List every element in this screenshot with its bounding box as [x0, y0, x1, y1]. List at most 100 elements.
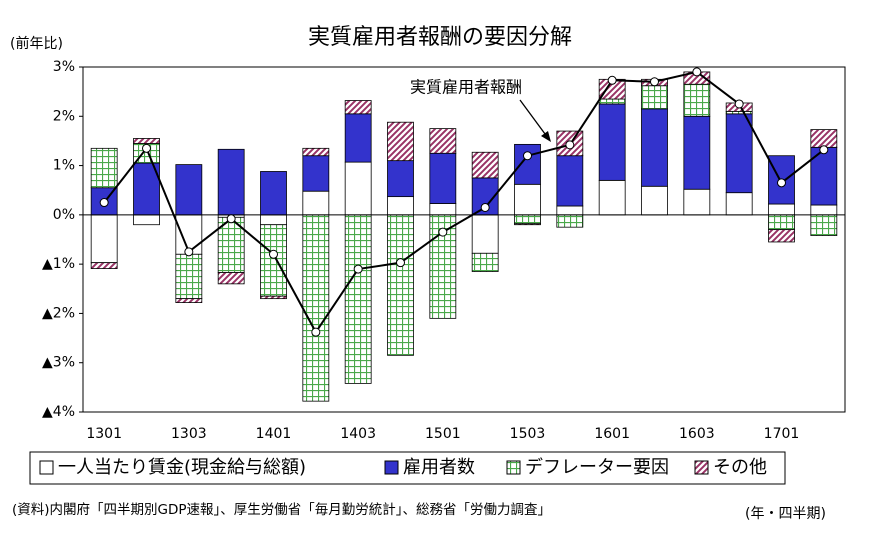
bar-segment — [471, 151, 499, 179]
bar-segment — [175, 253, 203, 300]
line-marker — [607, 75, 617, 85]
line-marker — [692, 67, 702, 77]
bar-segment — [260, 214, 287, 226]
legend-swatch — [384, 460, 399, 475]
line-marker — [523, 151, 532, 161]
line-marker — [777, 178, 786, 188]
bar-segment — [471, 214, 499, 254]
line-marker — [734, 99, 744, 109]
bar-segment — [768, 229, 795, 243]
bar-segment — [641, 185, 668, 216]
x-tick-label: 1701 — [764, 426, 800, 442]
y-tick-label: 2% — [53, 108, 75, 124]
annotation: 実質雇用者報酬 — [410, 78, 522, 97]
legend-swatch — [694, 460, 709, 475]
bar-segment — [725, 192, 753, 216]
legend-box — [29, 451, 786, 485]
bar-segment — [810, 129, 838, 148]
bar-segment — [90, 147, 118, 189]
bar-segment — [260, 295, 287, 300]
chart-title: 実質雇用者報酬の要因分解 — [308, 25, 572, 50]
bar-segment — [387, 160, 414, 198]
bar-segment — [217, 272, 245, 285]
x-tick-label: 1503 — [510, 426, 546, 442]
bar-segment — [344, 161, 372, 216]
x-tick-label: 1403 — [340, 426, 376, 442]
annotation-arrowhead — [541, 131, 551, 142]
line-marker — [311, 327, 321, 337]
bar-segment — [133, 138, 160, 144]
bar-segment — [598, 179, 626, 216]
bar-segment — [260, 171, 287, 216]
y-tick-label: ▲3% — [42, 355, 75, 371]
bar-segment — [429, 128, 457, 154]
bar-segment — [683, 83, 711, 117]
x-tick-label: 1501 — [425, 426, 461, 442]
x-tick-label: 1601 — [594, 426, 630, 442]
bar-segment — [514, 143, 541, 185]
bar-segment — [598, 98, 626, 105]
bar-segment — [471, 252, 499, 272]
bar-segment — [725, 113, 753, 194]
bar-segment — [302, 155, 330, 192]
bar-segment — [768, 203, 795, 216]
bar-segment — [810, 214, 838, 236]
line-marker — [480, 202, 490, 212]
bar-segment — [302, 147, 330, 157]
x-tick-label: 1303 — [171, 426, 207, 442]
bar-segment — [90, 262, 118, 269]
bar-segment — [514, 183, 541, 216]
x-tick-label: 1603 — [679, 426, 715, 442]
bar-segment — [683, 188, 711, 216]
bar-segment — [598, 103, 626, 181]
bar-segment — [302, 214, 330, 402]
line-marker — [142, 143, 151, 153]
line-marker — [650, 77, 659, 87]
legend-swatch — [506, 460, 521, 475]
y-tick-label: 1% — [53, 158, 75, 174]
bar-segment — [90, 214, 118, 264]
line-marker — [819, 145, 829, 155]
y-tick-label: ▲1% — [42, 256, 75, 272]
bar-segment — [133, 214, 160, 226]
bar-segment — [641, 85, 668, 110]
bar-segment — [556, 214, 584, 228]
bar-segment — [302, 190, 330, 216]
bar-segment — [429, 203, 457, 216]
y-tick-label: ▲2% — [42, 305, 75, 321]
bar-segment — [683, 115, 711, 190]
x-tick-label: 1401 — [256, 426, 292, 442]
y-tick-label: ▲4% — [42, 404, 75, 420]
legend-swatch — [39, 460, 54, 475]
x-tick-label: 1301 — [86, 426, 122, 442]
bar-segment — [768, 214, 795, 231]
bar-segment — [556, 155, 584, 207]
source: (資料)内閣府「四半期別GDP速報」、厚生労働省「毎月勤労統計」、総務省「労働力… — [12, 502, 551, 518]
bar-segment — [175, 164, 203, 216]
y-tick-label: 3% — [53, 59, 75, 75]
line-marker — [226, 214, 236, 224]
bar-segment — [514, 223, 541, 226]
legend-label: その他 — [713, 457, 767, 478]
bar-segment — [344, 100, 372, 115]
annotation-arrow — [519, 99, 549, 139]
line-marker — [269, 249, 278, 259]
bar-segment — [641, 108, 668, 187]
line-marker — [353, 264, 363, 274]
bar-segment — [260, 224, 287, 297]
line-marker — [396, 258, 405, 268]
legend-label: 雇用者数 — [403, 457, 475, 478]
line-marker — [438, 227, 448, 237]
bar-segment — [387, 214, 414, 356]
legend-label: 一人当たり賃金(現金給与総額) — [58, 457, 306, 478]
legend-label: デフレーター要因 — [525, 457, 669, 478]
bar-segment — [217, 148, 245, 216]
bar-segment — [514, 214, 541, 225]
line-marker — [184, 247, 194, 257]
y-axis-label: (前年比) — [10, 35, 63, 52]
bar-segment — [175, 298, 203, 303]
bar-segment — [429, 152, 457, 204]
bar-segment — [387, 121, 414, 162]
